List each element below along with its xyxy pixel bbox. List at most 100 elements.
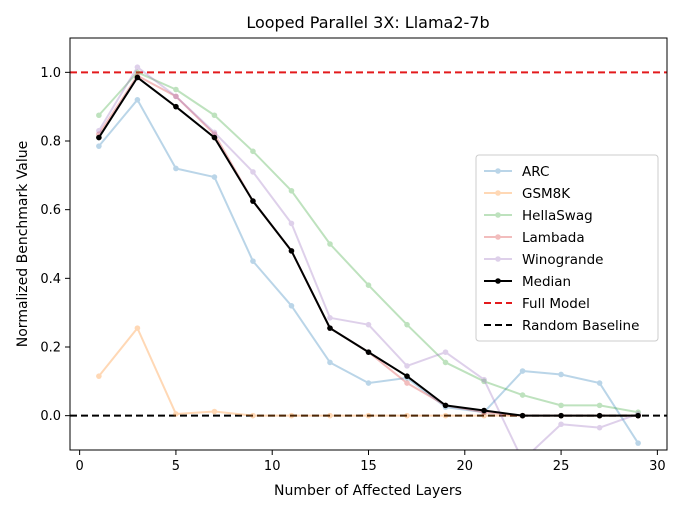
data-point-hellaswag: [481, 378, 487, 385]
data-point-arc: [250, 258, 256, 264]
series-line-arc: [98, 98, 639, 444]
data-point-winogrande: [288, 220, 295, 227]
legend-marker-gsm8k: [495, 190, 501, 196]
data-point-gsm8k: [96, 373, 102, 379]
data-point-winogrande: [250, 169, 256, 175]
data-point-gsm8k: [173, 411, 179, 417]
data-point-arc: [596, 380, 603, 386]
legend-label: Lambada: [522, 230, 585, 246]
data-point-winogrande: [134, 64, 141, 70]
legend-marker-hellaswag: [495, 212, 501, 218]
data-point-arc: [134, 97, 141, 103]
y-tick-label: 0.8: [40, 135, 61, 150]
data-point-lambada: [173, 93, 179, 100]
data-point-winogrande: [596, 424, 603, 431]
data-point-hellaswag: [173, 86, 179, 93]
x-tick-label: 0: [75, 459, 83, 474]
x-tick-label: 25: [553, 459, 570, 474]
legend-item-gsm8k: GSM8K: [484, 186, 571, 202]
data-point-hellaswag: [96, 112, 102, 119]
data-point-arc: [365, 380, 372, 386]
data-point-hellaswag: [596, 402, 603, 409]
series-median: [96, 74, 641, 419]
data-point-winogrande: [173, 93, 179, 100]
data-point-median: [365, 349, 372, 355]
y-tick-label: 1.0: [40, 66, 61, 81]
data-point-winogrande: [404, 363, 410, 369]
data-point-arc: [173, 165, 179, 172]
data-point-winogrande: [442, 349, 449, 355]
data-point-hellaswag: [558, 402, 564, 409]
y-tick-label: 0.6: [40, 203, 61, 218]
y-tick-label: 0.2: [40, 341, 61, 356]
data-point-hellaswag: [442, 359, 449, 366]
legend-item-random-baseline: Random Baseline: [484, 318, 639, 334]
data-point-median: [519, 412, 526, 419]
data-point-arc: [519, 368, 526, 374]
data-point-arc: [558, 371, 564, 378]
data-point-median: [558, 412, 564, 419]
data-point-arc: [635, 440, 641, 446]
data-point-median: [635, 412, 641, 419]
data-point-gsm8k: [211, 408, 218, 415]
data-point-median: [327, 325, 333, 331]
data-point-median: [481, 407, 487, 414]
y-tick-label: 0.4: [40, 272, 61, 287]
data-point-median: [96, 134, 102, 141]
chart-title: Looped Parallel 3X: Llama2-7b: [246, 13, 489, 32]
data-point-winogrande: [96, 127, 102, 134]
data-point-arc: [96, 143, 102, 149]
legend-label: ARC: [522, 164, 549, 180]
data-point-gsm8k: [365, 412, 372, 419]
data-point-hellaswag: [250, 148, 256, 155]
x-tick-label: 10: [264, 459, 281, 474]
data-point-gsm8k: [327, 412, 333, 419]
data-point-hellaswag: [288, 187, 295, 194]
data-point-hellaswag: [519, 392, 526, 398]
data-point-median: [596, 412, 603, 419]
data-point-gsm8k: [404, 412, 410, 419]
data-point-hellaswag: [211, 112, 218, 119]
legend-label: HellaSwag: [522, 208, 593, 224]
data-point-hellaswag: [365, 282, 372, 289]
legend-item-winogrande: Winogrande: [484, 252, 603, 268]
x-tick-label: 30: [649, 459, 666, 474]
legend-item-arc: ARC: [484, 164, 549, 180]
legend-label: Median: [522, 274, 571, 290]
legend-item-full-model: Full Model: [484, 296, 590, 312]
data-point-gsm8k: [442, 412, 449, 419]
x-tick-label: 5: [172, 459, 180, 474]
legend-marker-winogrande: [495, 256, 501, 262]
data-point-winogrande: [558, 421, 564, 428]
data-point-winogrande: [211, 129, 218, 136]
legend-marker-median: [495, 278, 501, 284]
x-tick-label: 15: [360, 459, 377, 474]
legend: ARC GSM8K HellaSwag Lambada Winogrande Median…: [475, 154, 659, 342]
legend-item-median: Median: [484, 274, 571, 290]
legend-label: GSM8K: [522, 186, 571, 202]
legend-marker-arc: [495, 168, 501, 174]
data-point-median: [442, 402, 449, 409]
data-point-gsm8k: [250, 412, 256, 419]
legend-box: [475, 154, 659, 342]
data-point-arc: [211, 174, 218, 180]
y-tick-label: 0.0: [40, 409, 61, 424]
data-point-hellaswag: [327, 241, 333, 247]
plot-area: [70, 64, 667, 450]
data-point-gsm8k: [481, 412, 487, 419]
x-tick-label: 20: [457, 459, 474, 474]
data-point-winogrande: [327, 315, 333, 321]
legend-label: Random Baseline: [522, 318, 639, 334]
series-winogrande: [96, 64, 641, 450]
series-line-hellaswag: [98, 71, 639, 414]
data-point-winogrande: [365, 321, 372, 328]
legend-marker-lambada: [495, 234, 501, 240]
legend-item-hellaswag: HellaSwag: [484, 208, 593, 224]
data-point-gsm8k: [288, 412, 295, 419]
legend-item-lambada: Lambada: [484, 230, 585, 246]
data-point-gsm8k: [134, 325, 141, 331]
data-point-median: [134, 74, 141, 81]
data-point-hellaswag: [134, 69, 141, 76]
data-point-median: [288, 248, 295, 254]
